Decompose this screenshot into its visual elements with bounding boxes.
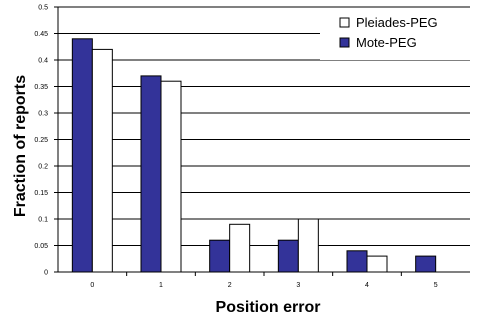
y-tick-label: 0.45 [34,31,48,38]
legend: Pleiades-PEG Mote-PEG [320,10,470,60]
bar-mote-peg-2 [209,239,231,273]
legend-swatch-mote-peg [339,37,350,48]
x-axis-title: Position error [216,299,321,316]
y-tick-label: 0.1 [38,217,48,224]
y-tick-label: 0.4 [38,58,48,65]
bar-pleiades-peg-2 [229,223,251,273]
bar-mote-peg-5 [415,255,437,273]
y-tick-label: 0.3 [38,111,48,118]
y-tick-label: 0.05 [34,243,48,250]
y-tick-label: 0.2 [38,164,48,171]
y-tick-label: 0 [44,270,48,277]
x-tick-label: 2 [228,282,232,289]
legend-label-mote-peg: Mote-PEG [356,35,417,50]
bar-pleiades-peg-3 [297,218,319,273]
x-tick-label: 1 [159,282,163,289]
bar-pleiades-peg-1 [160,80,182,273]
x-tick-label: 4 [365,282,369,289]
y-tick-label: 0.25 [34,137,48,144]
bar-mote-peg-4 [346,250,368,273]
axes [54,6,470,276]
bar-mote-peg-0 [71,38,93,273]
y-tick-label: 0.15 [34,190,48,197]
bar-pleiades-peg-4 [366,255,388,273]
bar-mote-peg-3 [277,239,299,273]
bar-mote-peg-1 [140,75,162,273]
y-tick-label: 0.35 [34,84,48,91]
legend-swatch-pleiades-peg [339,17,350,28]
bars [71,38,437,273]
y-tick-label: 0.5 [38,5,48,12]
tick-labels: 0 0.05 0.1 0.15 0.2 0.25 0.3 0.35 0.4 0.45 0.5 0 1 2 3… [34,5,437,290]
x-tick-label: 3 [296,282,300,289]
y-axis-title: Fraction of reports [12,75,29,217]
x-tick-label: 5 [434,282,438,289]
x-tick-label: 0 [90,282,94,289]
legend-label-pleiades-peg: Pleiades-PEG [356,15,438,30]
bar-pleiades-peg-0 [91,48,113,273]
